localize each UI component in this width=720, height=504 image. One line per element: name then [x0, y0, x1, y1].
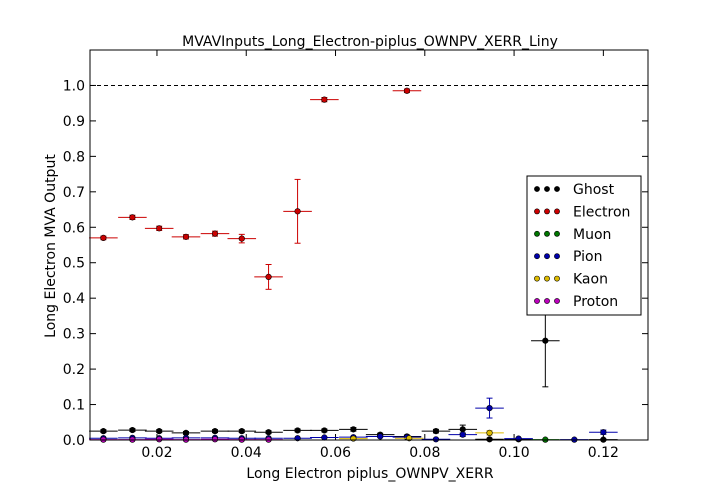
legend-marker — [534, 253, 540, 260]
x-tick-label: 0.12 — [588, 445, 619, 461]
y-tick-label: 0.2 — [63, 362, 85, 378]
x-tick-label: 0.02 — [141, 445, 172, 461]
data-point — [459, 431, 466, 438]
data-point — [321, 434, 328, 441]
y-tick-label: 0.8 — [63, 149, 85, 165]
legend: Ghost Electron Muon Pion Kaon Proton — [526, 175, 642, 316]
data-point — [321, 427, 328, 434]
legend-marker — [534, 298, 540, 304]
data-point — [377, 433, 384, 440]
legend-marker — [554, 186, 560, 192]
x-tick-label: 0.06 — [320, 445, 351, 461]
data-point — [156, 225, 163, 232]
plot-frame — [89, 49, 649, 441]
y-tick-label: 0.0 — [63, 433, 85, 449]
y-axis-title: Long Electron MVA Output — [43, 154, 59, 338]
data-point — [100, 428, 107, 435]
y-tick-label: 0.3 — [63, 327, 85, 343]
y-tick-label: 0.5 — [63, 256, 85, 272]
data-point — [129, 214, 136, 221]
y-tick-label: 1.0 — [63, 78, 85, 94]
legend-marker — [544, 230, 550, 237]
legend-marker — [554, 208, 560, 215]
data-point — [211, 436, 219, 443]
data-point — [211, 428, 219, 435]
data-point — [156, 428, 163, 435]
data-point — [515, 435, 522, 442]
data-point — [156, 436, 163, 443]
data-point — [294, 208, 301, 215]
data-point — [238, 235, 245, 242]
data-point — [350, 435, 357, 442]
legend-label-muon: Muon — [573, 227, 611, 243]
data-point — [403, 87, 411, 94]
y-tick-label: 0.7 — [63, 185, 85, 201]
legend-marker — [554, 253, 560, 260]
y-tick-label: 0.4 — [63, 291, 85, 307]
x-axis-title: Long Electron piplus_OWNPV_XERR — [246, 466, 493, 482]
y-tick-label: 0.9 — [63, 114, 85, 130]
data-point — [265, 273, 272, 281]
data-point — [486, 404, 493, 412]
legend-marker — [534, 208, 540, 215]
x-tick-label: 0.08 — [409, 445, 440, 461]
x-tick-label: 0.04 — [231, 445, 262, 461]
y-tick-label: 0.6 — [63, 220, 85, 236]
data-point — [459, 426, 466, 433]
data-point — [238, 428, 245, 435]
legend-marker — [544, 186, 550, 192]
data-point — [432, 428, 440, 435]
legend-label-ghost: Ghost — [573, 182, 615, 198]
legend-marker — [544, 298, 550, 304]
legend-marker — [544, 275, 550, 282]
series-ghost — [89, 294, 618, 443]
chart-title: MVAVInputs_Long_Electron-piplus_OWNPV_XE… — [182, 34, 558, 50]
data-point — [182, 233, 190, 240]
data-point — [265, 429, 272, 436]
legend-marker — [544, 253, 550, 260]
x-tick-label: 0.10 — [498, 445, 529, 461]
data-point — [129, 426, 136, 434]
data-point — [321, 96, 328, 103]
data-point — [486, 429, 493, 437]
legend-label-proton: Proton — [573, 294, 618, 310]
data-point — [211, 230, 219, 237]
data-point — [100, 234, 107, 242]
y-tick-label: 0.1 — [63, 398, 85, 414]
legend-label-kaon: Kaon — [573, 272, 608, 288]
legend-box — [526, 175, 642, 316]
data-point — [294, 427, 301, 434]
series-electron — [89, 87, 422, 290]
legend-marker — [554, 298, 560, 304]
legend-label-pion: Pion — [573, 249, 602, 265]
data-point — [600, 429, 607, 436]
legend-marker — [534, 275, 540, 282]
legend-marker — [554, 230, 560, 237]
data-point — [542, 337, 549, 344]
legend-marker — [554, 275, 560, 282]
legend-marker — [544, 208, 550, 215]
legend-label-electron: Electron — [573, 204, 630, 220]
legend-marker — [534, 186, 540, 192]
data-point — [486, 436, 493, 443]
data-point — [432, 436, 440, 443]
legend-marker — [534, 230, 540, 237]
data-point — [350, 426, 357, 433]
